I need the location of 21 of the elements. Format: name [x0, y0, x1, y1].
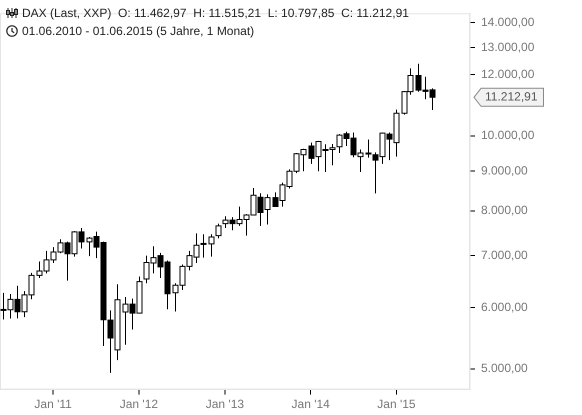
x-tick-label: Jan '13 — [206, 397, 244, 412]
candlestick — [200, 234, 206, 258]
y-tick-label: 9.000,00 — [481, 164, 528, 178]
x-tick-label: Jan '11 — [34, 397, 72, 412]
y-tick-label: 7.000,00 — [481, 248, 528, 262]
candlestick — [216, 223, 222, 239]
y-tick-label: 10.000,00 — [481, 128, 535, 142]
y-tick-label: 8.000,00 — [481, 203, 528, 218]
y-tick-label: 5.000,00 — [481, 361, 528, 376]
y-tick-label: 14.000,00 — [481, 14, 535, 29]
candlestick — [208, 234, 214, 258]
y-tick-label: 13.000,00 — [481, 40, 535, 54]
text: 01.06.2010 - 01.06.2015 (5 Jahre, 1 Monat) — [22, 23, 254, 40]
text: 11.212,91 — [485, 90, 538, 104]
chart-title: DAX (Last, XXP) O: 11.462,97 H: 11.515,21 L: 10.797,85 C: 11.212,91 — [22, 5, 409, 22]
y-tick-label: 6.000,00 — [481, 300, 528, 314]
x-tick-label: Jan '14 — [292, 397, 330, 412]
y-tick-label: 12.000,00 — [481, 66, 535, 81]
candlestick — [366, 139, 372, 158]
x-tick-label: Jan '12 — [120, 397, 158, 412]
x-tick-label: Jan '15 — [377, 397, 416, 412]
